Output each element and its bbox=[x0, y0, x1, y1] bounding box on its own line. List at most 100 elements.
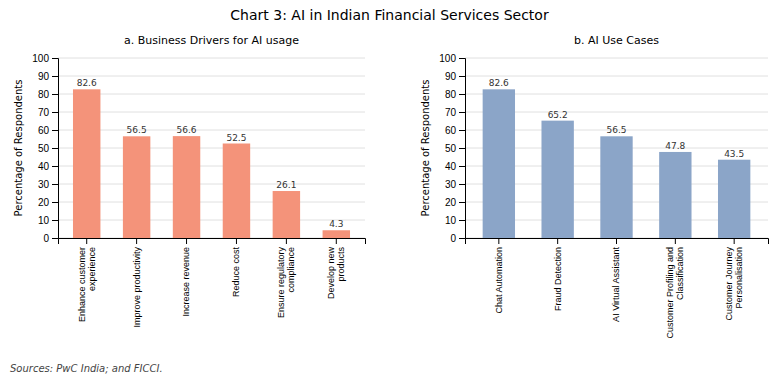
tick-mark bbox=[236, 238, 237, 244]
grid bbox=[465, 58, 768, 238]
tick-label-line: Ensure regulatory bbox=[276, 247, 286, 319]
tick-label: 60 bbox=[445, 125, 457, 136]
tick: 20 bbox=[38, 197, 58, 208]
tick: 70 bbox=[445, 107, 465, 118]
tick-label: 10 bbox=[445, 215, 457, 226]
tick-mark bbox=[459, 238, 465, 239]
tick-label-line: Customer Profiling and bbox=[665, 247, 675, 339]
tick-mark bbox=[557, 238, 558, 244]
tick: 0 bbox=[450, 233, 465, 244]
tick-mark bbox=[52, 220, 58, 221]
grid-line bbox=[58, 58, 365, 59]
tick: Fraud Detection bbox=[553, 238, 563, 311]
tick-label: Fraud Detection bbox=[553, 247, 563, 311]
tick-label: 100 bbox=[439, 53, 456, 64]
subtitle: b. AI Use Cases bbox=[574, 34, 659, 47]
tick: Improve productivity bbox=[132, 238, 142, 328]
grid-line bbox=[465, 58, 768, 59]
grid-line bbox=[58, 166, 365, 167]
grid bbox=[58, 58, 365, 238]
tick-mark bbox=[459, 184, 465, 185]
bar bbox=[659, 152, 691, 238]
panel: 82.665.256.547.843.501020304050607080901… bbox=[420, 34, 769, 339]
data-label: 56.6 bbox=[177, 125, 197, 135]
tick: 20 bbox=[445, 197, 465, 208]
tick-mark bbox=[459, 148, 465, 149]
title: Chart 3: AI in Indian Financial Services… bbox=[230, 7, 549, 23]
bar bbox=[73, 89, 100, 238]
data-label: 82.6 bbox=[489, 78, 509, 88]
tick-label-line: Chat Automation bbox=[494, 247, 504, 314]
x-axis: Enhance customerexperience Improve produc… bbox=[59, 238, 366, 328]
tick-label-line: Classification bbox=[675, 247, 685, 300]
tick-label: Enhance customerexperience bbox=[77, 247, 97, 322]
tick-mark bbox=[498, 238, 499, 244]
tick: Customer JourneyPersonalisation bbox=[724, 238, 744, 321]
tick-label: 60 bbox=[38, 125, 50, 136]
tick-mark bbox=[459, 58, 465, 59]
bar bbox=[223, 144, 250, 239]
tick-label-line: Reduce cost bbox=[231, 247, 241, 298]
tick-label: Improve productivity bbox=[132, 247, 142, 328]
tick: 80 bbox=[445, 89, 465, 100]
data-label: 26.1 bbox=[276, 180, 296, 190]
tick-label: 100 bbox=[32, 53, 49, 64]
tick: 10 bbox=[445, 215, 465, 226]
x-axis: Chat Automation Fraud Detection AI Virtual… bbox=[466, 238, 769, 339]
tick-mark bbox=[186, 238, 187, 244]
data-label: 56.5 bbox=[127, 125, 147, 135]
tick-label-line: Personalisation bbox=[734, 247, 744, 309]
tick-label: 0 bbox=[450, 233, 456, 244]
tick-label: 90 bbox=[38, 71, 50, 82]
bars bbox=[73, 89, 350, 238]
data-labels: 82.656.556.652.526.14.3 bbox=[77, 78, 344, 229]
axis-title: Percentage of Respondents bbox=[420, 80, 431, 217]
data-label: 82.6 bbox=[77, 78, 97, 88]
bar bbox=[323, 230, 350, 238]
chart: Chart 3: AI in Indian Financial Services… bbox=[0, 0, 779, 380]
tick-label: 90 bbox=[445, 71, 457, 82]
axis-line bbox=[466, 239, 769, 245]
bar bbox=[600, 136, 632, 238]
axis-line bbox=[59, 239, 366, 245]
tick-label: 30 bbox=[38, 179, 50, 190]
tick: 0 bbox=[43, 233, 58, 244]
tick: 80 bbox=[38, 89, 58, 100]
tick: 50 bbox=[38, 143, 58, 154]
tick-label-line: compliance bbox=[286, 247, 296, 293]
tick: 100 bbox=[439, 53, 465, 64]
tick-mark bbox=[52, 148, 58, 149]
tick-label-line: Enhance customer bbox=[77, 247, 87, 322]
tick-label: 80 bbox=[445, 89, 457, 100]
tick: 40 bbox=[445, 161, 465, 172]
grid-line bbox=[58, 130, 365, 131]
data-label: 43.5 bbox=[724, 149, 744, 159]
tick-label-line: AI Virtual Assistant bbox=[611, 247, 621, 322]
y-axis: 0102030405060708090100 bbox=[32, 53, 58, 244]
tick-label-line: experience bbox=[87, 247, 97, 291]
tick-label: 30 bbox=[445, 179, 457, 190]
tick: 90 bbox=[445, 71, 465, 82]
tick-mark bbox=[459, 166, 465, 167]
data-label: 56.5 bbox=[606, 125, 626, 135]
tick-mark bbox=[136, 238, 137, 244]
bar bbox=[173, 136, 200, 238]
tick-label: Ensure regulatorycompliance bbox=[276, 247, 296, 319]
tick: Reduce cost bbox=[231, 238, 241, 297]
tick: 100 bbox=[32, 53, 58, 64]
tick-mark bbox=[336, 238, 337, 244]
grid-line bbox=[58, 112, 365, 113]
grid-line bbox=[58, 202, 365, 203]
tick-label: AI Virtual Assistant bbox=[611, 247, 621, 322]
tick-mark bbox=[675, 238, 676, 244]
tick-label: 20 bbox=[38, 197, 50, 208]
tick: 50 bbox=[445, 143, 465, 154]
tick: Enhance customerexperience bbox=[77, 238, 97, 322]
axis-line bbox=[52, 59, 59, 239]
grid-line bbox=[58, 148, 365, 149]
tick-label-line: Increase revenue bbox=[181, 247, 191, 317]
tick: 60 bbox=[445, 125, 465, 136]
data-label: 4.3 bbox=[329, 219, 343, 229]
tick: 30 bbox=[445, 179, 465, 190]
tick: 30 bbox=[38, 179, 58, 190]
